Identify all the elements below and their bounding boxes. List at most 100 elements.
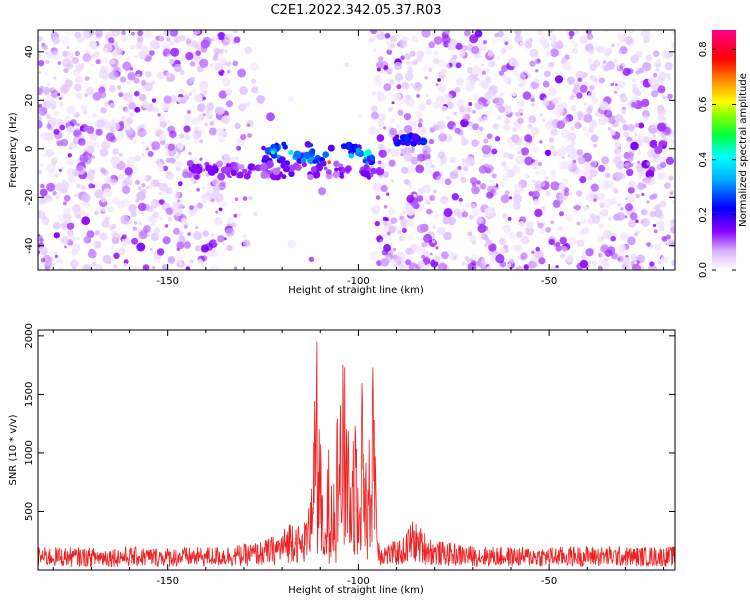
heatmap-cell [545,176,549,180]
heatmap-cell [461,158,467,164]
heatmap-cell [654,209,663,218]
heatmap-cell [90,63,94,68]
heatmap-cell [156,161,163,168]
heatmap-cell [75,127,79,131]
heatmap-cell [226,163,231,168]
heatmap-cell [98,69,108,79]
heatmap-cell [614,147,621,155]
heatmap-cell [514,34,523,44]
heatmap-cell [161,102,170,111]
heatmap-cell [412,59,418,66]
heatmap-cell [499,181,505,187]
heatmap-cell [415,267,419,270]
heatmap-cell [141,183,146,188]
heatmap-cell [326,169,332,175]
heatmap-cell [577,111,584,119]
heatmap-cell [531,190,540,199]
heatmap-cell [141,45,148,52]
heatmap-cell [53,251,58,256]
heatmap-cell [403,125,413,134]
heatmap-cell [333,160,340,168]
heatmap-cell [327,160,332,165]
heatmap-cell [421,30,431,38]
heatmap-cell [192,164,199,170]
heatmap-cell [345,165,352,173]
heatmap-cell [631,78,636,83]
heatmap-cell [536,220,540,224]
heatmap-cell [554,106,565,116]
heatmap-cell [635,194,640,199]
heatmap-cell [194,30,201,35]
heatmap-cell [156,71,165,80]
heatmap-cell [244,46,253,55]
heatmap-cell [627,186,635,194]
heatmap-cell [603,199,612,208]
heatmap-cell [576,190,583,197]
heatmap-cell [40,183,45,189]
heatmap-cell [604,47,613,56]
heatmap-cell [533,199,540,206]
heatmap-cell [189,259,194,264]
heatmap-cell [307,174,314,181]
heatmap-cell [501,173,510,182]
heatmap-cell [249,62,259,72]
heatmap-cell [486,229,492,235]
heatmap-cell [113,252,120,259]
heatmap-cell [458,197,463,203]
heatmap-cell [184,134,191,140]
heatmap-cell [162,165,169,172]
heatmap-cell [544,70,551,78]
heatmap-cell [124,167,133,176]
heatmap-cell [514,30,522,36]
heatmap-cell [549,173,556,180]
heatmap-cell [127,72,136,81]
heatmap-cell [548,238,555,246]
heatmap-cell [185,38,192,45]
heatmap-cell [446,116,451,120]
heatmap-cell [94,189,104,199]
heatmap-cell [430,164,435,169]
heatmap-cell [541,118,546,122]
heatmap-cell [592,78,600,86]
heatmap-cell [479,183,487,190]
heatmap-cell [438,262,448,270]
heatmap-cell [163,30,171,37]
heatmap-cell [122,61,132,71]
heatmap-cell [492,123,499,130]
heatmap-cell [417,260,425,268]
heatmap-cell [44,265,50,270]
heatmap-cell [618,50,623,54]
heatmap-cell [405,206,416,216]
heatmap-cell [226,217,234,225]
heatmap-cell [162,236,171,245]
heatmap-cell [159,115,166,122]
heatmap-cell [91,44,97,50]
heatmap-cell [87,173,95,181]
heatmap-cell [179,35,186,42]
heatmap-cell [104,176,112,184]
heatmap-cell [38,70,42,74]
heatmap-cell [569,95,574,100]
heatmap-cell [481,144,491,155]
heatmap-cell [139,221,143,226]
heatmap-cell [210,264,220,270]
heatmap-cell [582,126,588,132]
heatmap-cell [111,30,121,37]
heatmap-cell [415,82,421,88]
heatmap-cell [38,60,45,67]
heatmap-cell [583,131,590,137]
heatmap-cell [132,226,137,231]
heatmap-cell [88,249,97,259]
heatmap-cell [115,132,125,141]
heatmap-cell [605,180,614,189]
heatmap-cell [625,203,633,212]
heatmap-cell [200,39,210,49]
heatmap-cell [344,62,350,68]
heatmap-cell [147,150,154,157]
heatmap-cell [381,233,388,239]
heatmap-cell [169,130,177,138]
heatmap-cell [181,217,187,223]
x-tick-label: -100 [347,576,370,587]
heatmap-tick-labels: -150 -100 -50 -40 -20 0 20 40 [24,45,557,287]
heatmap-cell [132,140,137,144]
